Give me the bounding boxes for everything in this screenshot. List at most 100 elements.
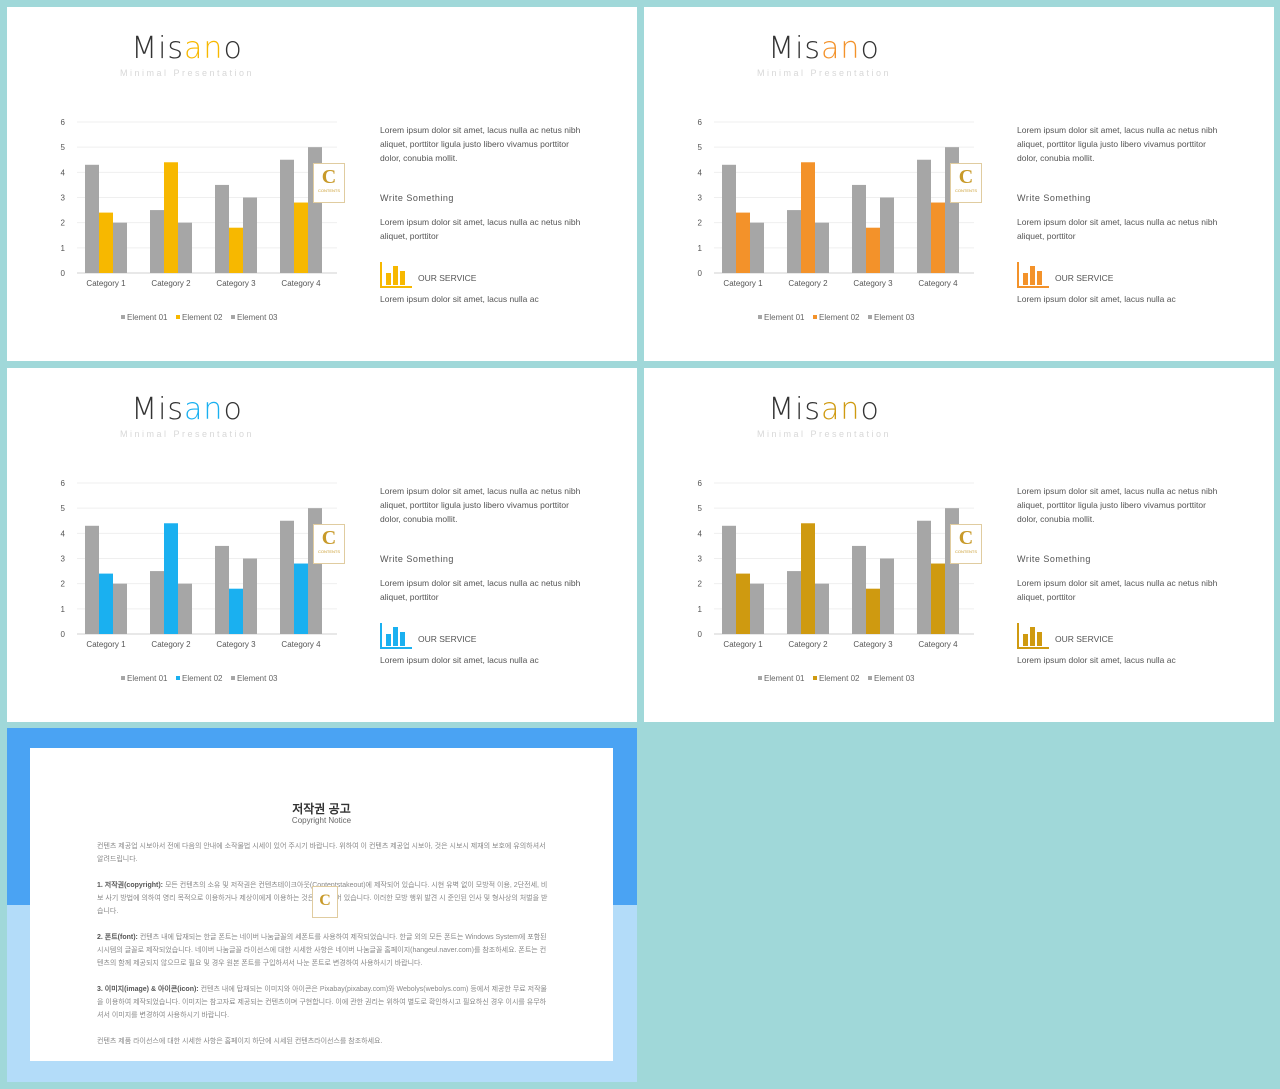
bar — [215, 184, 229, 273]
bar — [866, 227, 880, 273]
title-part: Mis — [131, 392, 185, 427]
y-tick-label: 2 — [61, 219, 66, 228]
title-accent: an — [184, 392, 224, 427]
legend-label: Element 01 — [127, 313, 168, 322]
paragraph: Lorem ipsum dolor sit amet, lacus nulla … — [1017, 578, 1218, 602]
y-tick-label: 6 — [61, 479, 66, 488]
notice-item: 3. 이미지(image) & 아이콘(icon): 컨텐츠 내에 탑재되는 이… — [97, 983, 549, 1022]
bar-chart-icon — [380, 262, 412, 288]
y-tick-label: 5 — [61, 143, 66, 152]
x-tick-label: Category 2 — [788, 279, 828, 288]
x-tick-label: Category 1 — [723, 279, 763, 288]
y-tick-label: 2 — [698, 580, 703, 589]
bar — [178, 583, 192, 634]
watermark-logo: C CONTENTS — [313, 163, 345, 203]
bar — [280, 159, 294, 273]
y-tick-label: 4 — [698, 529, 703, 538]
legend-swatch — [868, 676, 872, 680]
legend-label: Element 02 — [819, 674, 860, 683]
y-tick-label: 3 — [61, 194, 66, 203]
slide-title: Misano — [7, 31, 367, 66]
x-tick-label: Category 3 — [216, 640, 256, 649]
service-label: OUR SERVICE — [1055, 273, 1114, 283]
x-tick-label: Category 2 — [151, 279, 191, 288]
logo-text: CONTENTS — [318, 549, 340, 554]
logo-text: CONTENTS — [955, 549, 977, 554]
paragraph: Lorem ipsum dolor sit amet, lacus nulla … — [380, 217, 581, 241]
bar — [229, 588, 243, 634]
legend-swatch — [813, 676, 817, 680]
bar — [917, 520, 931, 634]
legend-swatch — [121, 315, 125, 319]
bar — [931, 563, 945, 634]
paragraph: Lorem ipsum dolor sit amet, lacus nulla … — [380, 578, 581, 602]
legend-label: Element 02 — [182, 674, 223, 683]
bar — [866, 588, 880, 634]
bar — [750, 222, 764, 273]
title-part: Mis — [131, 31, 185, 66]
legend-label: Element 02 — [182, 313, 223, 322]
y-tick-label: 2 — [61, 580, 66, 589]
bar — [736, 212, 750, 273]
bar — [164, 523, 178, 634]
title-part: o — [223, 31, 243, 66]
y-tick-label: 5 — [698, 504, 703, 513]
notice-title: 저작권 공고 — [292, 802, 351, 816]
notice-intro: 컨텐츠 제공업 시보아서 전에 다음의 안내에 소작물법 시세이 있어 주시기 … — [97, 843, 546, 863]
write-something-heading: Write Something — [1017, 554, 1091, 564]
title-accent: an — [184, 31, 224, 66]
y-tick-label: 4 — [698, 168, 703, 177]
bar-chart: 0 1 2 3 4 5 6 Category 1 Category 2 Category 3 Cat… — [61, 118, 337, 322]
bar — [852, 545, 866, 634]
y-tick-label: 3 — [698, 555, 703, 564]
bar — [229, 227, 243, 273]
notice-item-head: 2. 폰트(font): — [97, 934, 138, 941]
notice-item-head: 3. 이미지(image) & 아이콘(icon): — [97, 986, 199, 993]
bar — [113, 583, 127, 634]
bar — [280, 520, 294, 634]
paragraph: Lorem ipsum dolor sit amet, lacus nulla … — [380, 655, 539, 665]
legend-label: Element 03 — [237, 674, 278, 683]
service-label: OUR SERVICE — [418, 273, 477, 283]
y-tick-label: 1 — [698, 605, 703, 614]
bar — [243, 197, 257, 273]
bar — [852, 184, 866, 273]
bar-chart: 0 1 2 3 4 5 6 Category 1 Category 2 Category 3 Cat… — [698, 479, 974, 683]
bar — [99, 212, 113, 273]
legend-swatch — [231, 676, 235, 680]
paragraph: Lorem ipsum dolor sit amet, lacus nulla … — [1017, 486, 1218, 524]
y-tick-label: 1 — [61, 244, 66, 253]
title-part: o — [223, 392, 243, 427]
slide: Misano Minimal Presentation 0 1 2 3 4 5 6 Categ… — [644, 368, 1274, 722]
paragraph: Lorem ipsum dolor sit amet, lacus nulla … — [1017, 655, 1176, 665]
bar — [722, 164, 736, 273]
bar — [243, 558, 257, 634]
x-tick-label: Category 3 — [216, 279, 256, 288]
watermark-logo: C CONTENTS — [313, 524, 345, 564]
bar — [113, 222, 127, 273]
bar — [787, 571, 801, 634]
bar — [164, 162, 178, 273]
x-tick-label: Category 2 — [788, 640, 828, 649]
slide-subtitle: Minimal Presentation — [119, 429, 255, 439]
bar — [85, 525, 99, 634]
bar — [294, 202, 308, 273]
legend-label: Element 01 — [764, 674, 805, 683]
title-part: Mis — [768, 31, 822, 66]
title-accent: an — [821, 31, 861, 66]
logo-letter: C — [321, 527, 337, 549]
bar — [722, 525, 736, 634]
bar — [917, 159, 931, 273]
write-something-heading: Write Something — [1017, 193, 1091, 203]
bar-chart: 0 1 2 3 4 5 6 Category 1 Category 2 Category 3 Cat… — [61, 479, 337, 683]
legend-swatch — [758, 315, 762, 319]
write-something-heading: Write Something — [380, 554, 454, 564]
bar — [801, 523, 815, 634]
paragraph: Lorem ipsum dolor sit amet, lacus nulla … — [380, 486, 581, 524]
logo-text: CONTENTS — [318, 188, 340, 193]
bar-chart-icon — [1017, 623, 1049, 649]
bar — [931, 202, 945, 273]
legend-swatch — [758, 676, 762, 680]
bar — [178, 222, 192, 273]
logo-letter: C — [958, 527, 974, 549]
